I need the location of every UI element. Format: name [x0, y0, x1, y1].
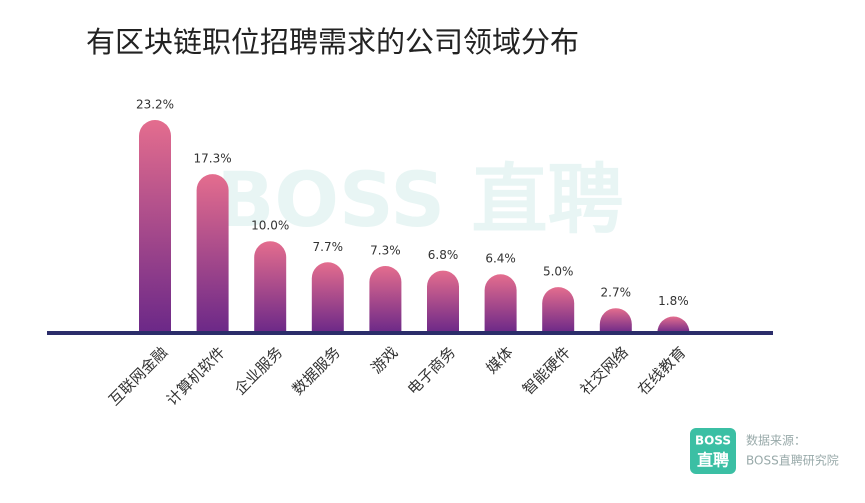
value-label: 6.4% [485, 252, 516, 266]
bar [599, 308, 632, 333]
x-tick-label: 企业服务 [231, 343, 286, 398]
bar [369, 265, 402, 333]
value-label: 2.7% [601, 286, 632, 300]
value-label: 5.0% [543, 265, 574, 279]
source-label: 数据来源： [746, 433, 806, 448]
x-tick-label: 智能硬件 [519, 343, 574, 398]
x-tick-label: 互联网金融 [105, 343, 171, 409]
logo-text: BOSS [695, 434, 731, 448]
value-label: 10.0% [251, 219, 289, 233]
bar [427, 270, 459, 333]
x-tick-label: 计算机软件 [163, 343, 229, 409]
x-tick-label: 媒体 [483, 343, 517, 377]
bar [196, 174, 229, 333]
x-tick-label: 游戏 [367, 343, 401, 377]
bar [254, 241, 287, 333]
value-label: 1.8% [658, 294, 689, 308]
value-label: 17.3% [194, 152, 232, 166]
x-tick-label: 社交网络 [577, 343, 632, 398]
value-label: 7.7% [313, 240, 344, 254]
watermark: BOSS 直聘 [216, 155, 623, 244]
value-label: 7.3% [370, 243, 401, 257]
x-tick-label: 数据服务 [289, 343, 344, 398]
source-text: BOSS直聘研究院 [746, 453, 839, 468]
bar [139, 120, 171, 333]
chart-title: 有区块链职位招聘需求的公司领域分布 [86, 25, 579, 59]
logo [690, 428, 736, 474]
bar [657, 316, 690, 333]
bar [311, 262, 344, 333]
x-tick-label: 电子商务 [404, 343, 459, 398]
bar [542, 287, 575, 333]
value-label: 6.8% [428, 248, 459, 262]
value-label: 23.2% [136, 98, 174, 112]
bar [484, 274, 517, 333]
x-tick-label: 在线教育 [634, 343, 689, 398]
logo-text: 直聘 [697, 451, 729, 470]
